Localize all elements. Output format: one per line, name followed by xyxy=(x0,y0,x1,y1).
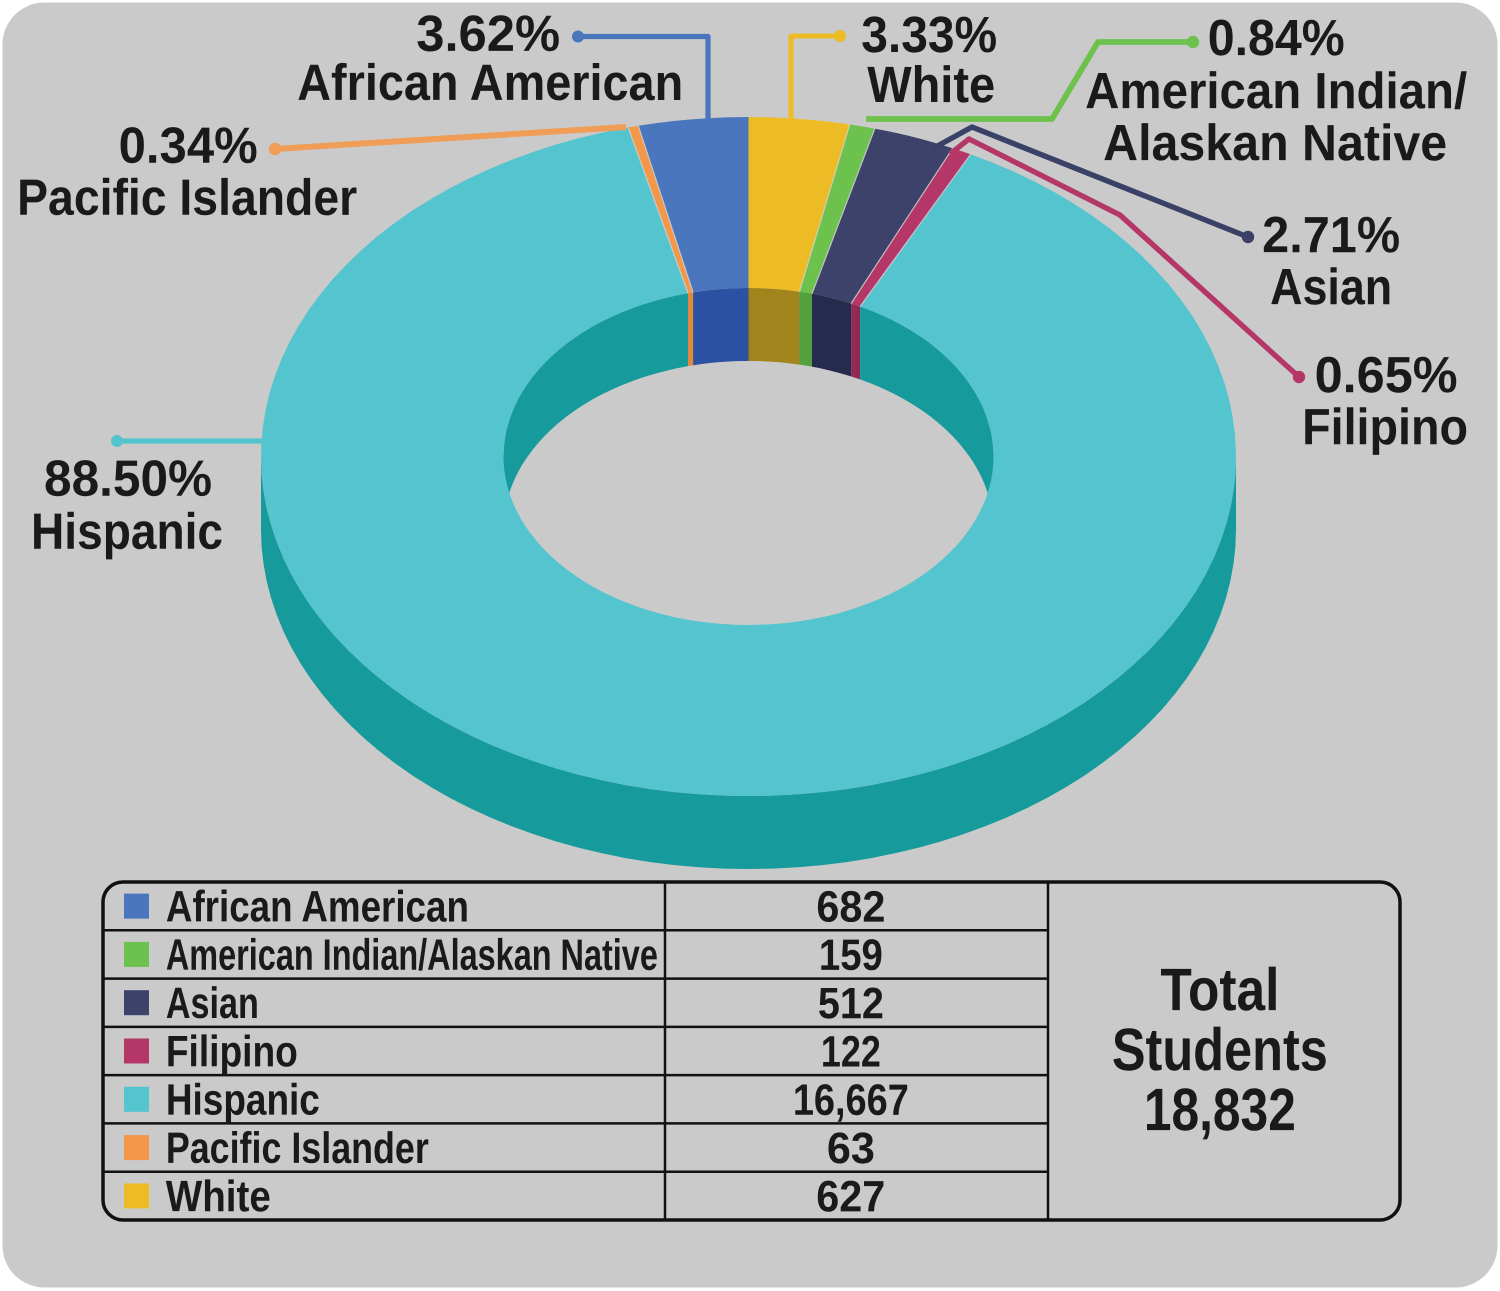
svg-text:American Indian/: American Indian/ xyxy=(1085,62,1467,119)
svg-text:Total: Total xyxy=(1160,956,1279,1023)
svg-text:682: 682 xyxy=(816,883,885,932)
svg-text:63: 63 xyxy=(827,1124,875,1173)
svg-text:3.62%: 3.62% xyxy=(416,5,560,62)
svg-text:0.34%: 0.34% xyxy=(119,117,258,174)
svg-text:512: 512 xyxy=(818,979,884,1028)
svg-text:Alaskan Native: Alaskan Native xyxy=(1103,114,1447,171)
svg-text:White: White xyxy=(867,56,995,113)
svg-text:White: White xyxy=(166,1172,271,1221)
svg-text:3.33%: 3.33% xyxy=(861,6,997,63)
svg-text:Filipino: Filipino xyxy=(1302,398,1468,455)
svg-text:Filipino: Filipino xyxy=(166,1027,298,1076)
svg-text:African American: African American xyxy=(166,882,469,931)
svg-text:122: 122 xyxy=(821,1028,881,1077)
svg-text:159: 159 xyxy=(819,931,883,980)
svg-text:16,667: 16,667 xyxy=(793,1076,909,1125)
svg-text:88.50%: 88.50% xyxy=(44,450,212,507)
svg-text:0.84%: 0.84% xyxy=(1208,9,1345,66)
svg-text:627: 627 xyxy=(816,1172,885,1221)
svg-text:Pacific Islander: Pacific Islander xyxy=(166,1124,429,1173)
svg-text:Hispanic: Hispanic xyxy=(31,503,223,560)
svg-text:Asian: Asian xyxy=(166,979,259,1028)
svg-text:American Indian/Alaskan Native: American Indian/Alaskan Native xyxy=(166,931,658,980)
svg-text:2.71%: 2.71% xyxy=(1262,206,1400,263)
svg-text:African American: African American xyxy=(297,54,683,111)
svg-text:Students: Students xyxy=(1112,1016,1328,1083)
svg-text:18,832: 18,832 xyxy=(1144,1076,1296,1143)
svg-text:0.65%: 0.65% xyxy=(1315,346,1458,403)
svg-text:Asian: Asian xyxy=(1270,258,1392,315)
svg-text:Pacific Islander: Pacific Islander xyxy=(17,169,357,226)
svg-text:Hispanic: Hispanic xyxy=(166,1076,320,1125)
